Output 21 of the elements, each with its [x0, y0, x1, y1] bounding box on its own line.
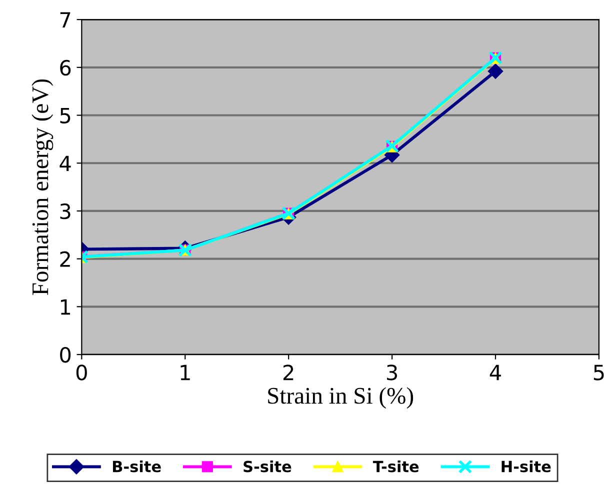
legend-label: T-site: [372, 460, 419, 472]
y-tick-label: 6: [60, 60, 71, 76]
point: [488, 64, 504, 79]
x-tick-label: 5: [594, 364, 604, 380]
y-axis-title: Formation energy (eV): [32, 79, 54, 295]
y-tick-label: 0: [60, 346, 71, 363]
legend-label: H-site: [502, 460, 551, 472]
y-tick-label: 5: [60, 108, 70, 124]
x-tick-label: 3: [387, 364, 397, 380]
x-tick-label: 0: [76, 364, 87, 380]
y-tick-label: 1: [60, 299, 70, 315]
y-tick-label: 4: [60, 156, 71, 172]
x-tick-label: 2: [283, 364, 294, 380]
x-axis-title: Strain in Si (%): [268, 387, 414, 409]
legend-label: B-site: [113, 460, 161, 472]
y-tick-label: 7: [60, 12, 70, 28]
y-tick-label: 2: [60, 251, 70, 267]
x-tick-label: 1: [180, 364, 190, 380]
y-tick-label: 3: [60, 203, 70, 220]
x-tick-label: 4: [490, 364, 501, 380]
legend-label: S-site: [244, 460, 292, 472]
